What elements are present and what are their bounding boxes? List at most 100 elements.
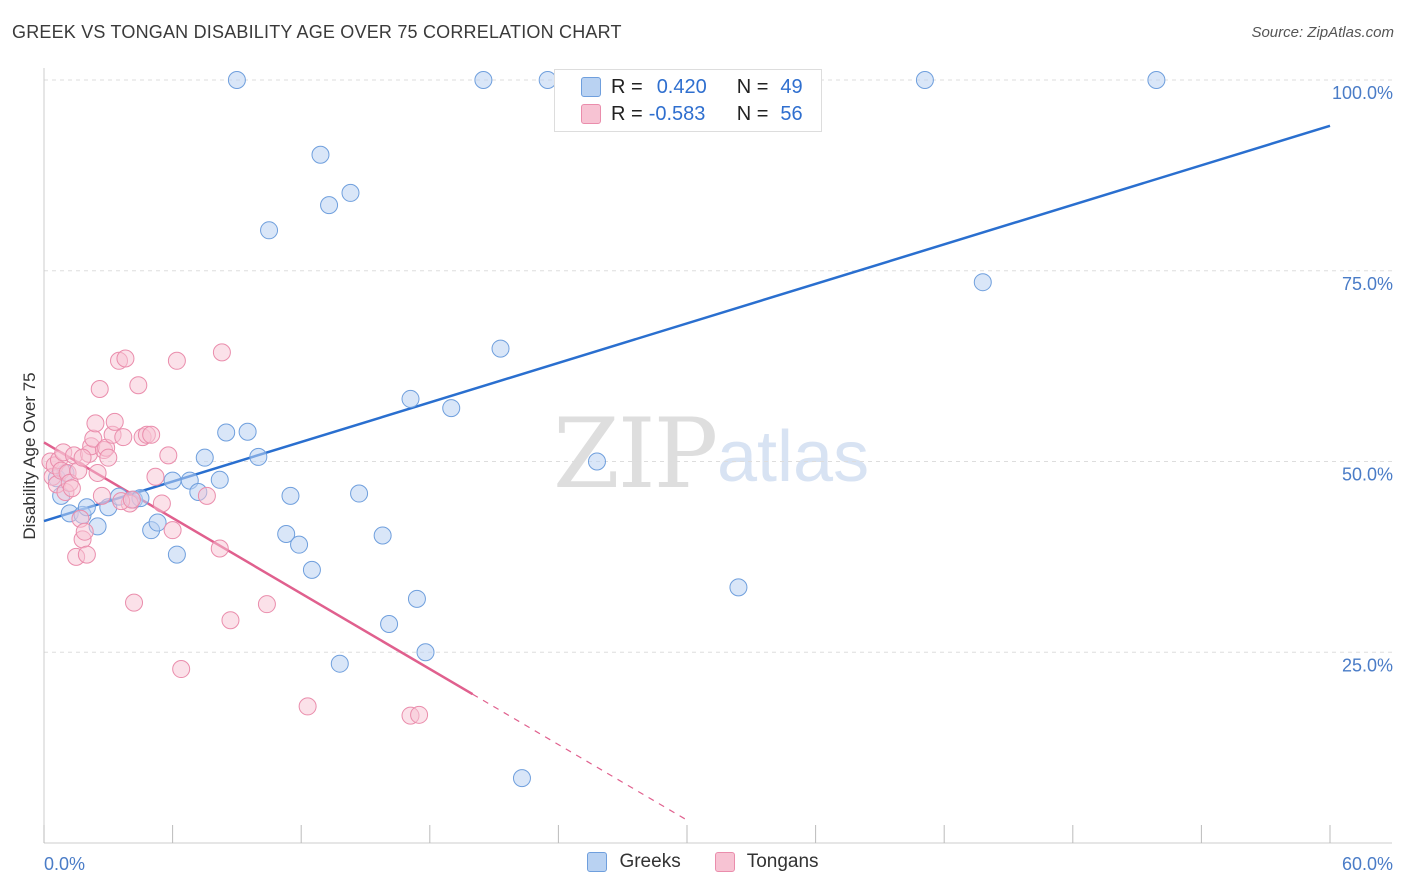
greeks-point [491, 339, 510, 358]
trend-lines [43, 124, 1331, 821]
correlation-legend: R = 0.420 N = 49 R = -0.583 N = 56 [554, 69, 822, 132]
tongans-point [163, 521, 182, 540]
x-tick-label: 60.0% [1342, 854, 1393, 874]
tongans-point [88, 463, 107, 482]
tongans-point [116, 349, 135, 368]
greeks-point [167, 545, 186, 564]
tongans-point [75, 522, 94, 541]
tongans-point [221, 611, 240, 630]
tongans-point [99, 448, 118, 467]
series-legend: Greeks Tongans [0, 851, 1406, 873]
tongans-point [129, 376, 148, 395]
tongans-point [92, 486, 111, 505]
tongans-point [122, 490, 141, 509]
tongans-point [125, 593, 144, 612]
tongans-point [105, 412, 124, 431]
greeks-point [195, 448, 214, 467]
y-tick-label: 100.0% [1332, 83, 1393, 103]
greeks-point [302, 560, 321, 579]
legend-n-label: N = [736, 102, 769, 125]
greeks-point [373, 526, 392, 545]
legend-r-label: R = [611, 102, 643, 125]
greeks-point [1147, 71, 1166, 89]
greeks-point [512, 769, 531, 788]
legend-r-label: R = [611, 75, 643, 98]
greeks-point [330, 654, 349, 673]
series-greeks-points [47, 71, 1166, 788]
axes [43, 68, 1392, 844]
tongans-point [172, 660, 191, 679]
legend-n-label: N = [736, 75, 769, 98]
tongans-legend-label: Tongans [746, 851, 819, 872]
greeks-point [249, 447, 268, 466]
greeks-point [281, 486, 300, 505]
tongans-point [73, 448, 92, 467]
legend-n-value: 49 [780, 75, 803, 98]
y-tick-label: 25.0% [1342, 655, 1393, 675]
tongans-point [210, 539, 229, 558]
greeks-point [416, 643, 435, 662]
greeks-point [260, 221, 279, 240]
tongans-point [114, 428, 133, 447]
greeks-legend-swatch [587, 852, 608, 872]
greeks-point [238, 422, 257, 441]
greeks-point [587, 452, 606, 471]
greeks-point [163, 471, 182, 490]
greeks-point [729, 578, 748, 597]
y-tick-label: 75.0% [1342, 274, 1393, 294]
tongans-point [257, 595, 276, 614]
greeks-point [973, 273, 992, 292]
tongans-legend-swatch [714, 852, 735, 872]
greeks-point [407, 589, 426, 608]
greeks-point [227, 71, 246, 89]
tongans-point [152, 494, 171, 513]
y-tick-label: 50.0% [1342, 465, 1393, 485]
legend-row-tongans: R = -0.583 N = 56 [581, 100, 803, 128]
greeks-point [217, 423, 236, 442]
x-tick-label: 0.0% [44, 854, 85, 874]
chart-title: GREEK VS TONGAN DISABILITY AGE OVER 75 C… [12, 22, 622, 42]
greeks-point [290, 535, 309, 554]
legend-row-greeks: R = 0.420 N = 49 [581, 73, 803, 101]
tongans-point [167, 351, 186, 370]
greeks-point [442, 399, 461, 418]
legend-n-value: 56 [780, 102, 803, 125]
tongans-point [90, 380, 109, 399]
greeks-point [401, 389, 420, 408]
tongans-trend-extension [472, 693, 688, 821]
greeks-point [320, 196, 339, 215]
legend-item-tongans[interactable]: Tongans [714, 851, 819, 873]
greeks-legend-label: Greeks [619, 851, 681, 872]
source-credit: Source: ZipAtlas.com [1251, 24, 1394, 41]
greeks-point [341, 183, 360, 202]
tongans-point [410, 705, 429, 724]
axis-ticks: 25.0% 50.0% 75.0% 100.0% 0.0% 60.0% [44, 83, 1393, 874]
tongans-point [86, 414, 105, 433]
series-tongans-points [41, 343, 429, 725]
gridlines [44, 79, 1392, 653]
legend-r-value: -0.583 [648, 102, 706, 125]
legend-r-value: 0.420 [656, 75, 707, 98]
greeks-swatch [581, 77, 601, 97]
y-axis-label: Disability Age Over 75 [20, 372, 39, 539]
tongans-point [212, 343, 231, 362]
greeks-point [311, 145, 330, 164]
tongans-point [142, 425, 161, 444]
greeks-point [350, 484, 369, 503]
greeks-point [148, 513, 167, 532]
greeks-point [474, 71, 493, 89]
greeks-point [277, 524, 296, 543]
tongans-point [159, 446, 178, 465]
tongans-point [62, 479, 81, 498]
greeks-point [380, 615, 399, 634]
greeks-point [210, 470, 229, 489]
tongans-trend-line [43, 441, 474, 696]
tongans-swatch [581, 104, 601, 124]
tongans-point [146, 467, 165, 486]
watermark-atlas: atlas [717, 417, 870, 497]
tongans-point [197, 486, 216, 505]
tongans-point [77, 545, 96, 564]
legend-item-greeks[interactable]: Greeks [587, 851, 681, 873]
watermark-zip: ZIP [553, 398, 718, 510]
